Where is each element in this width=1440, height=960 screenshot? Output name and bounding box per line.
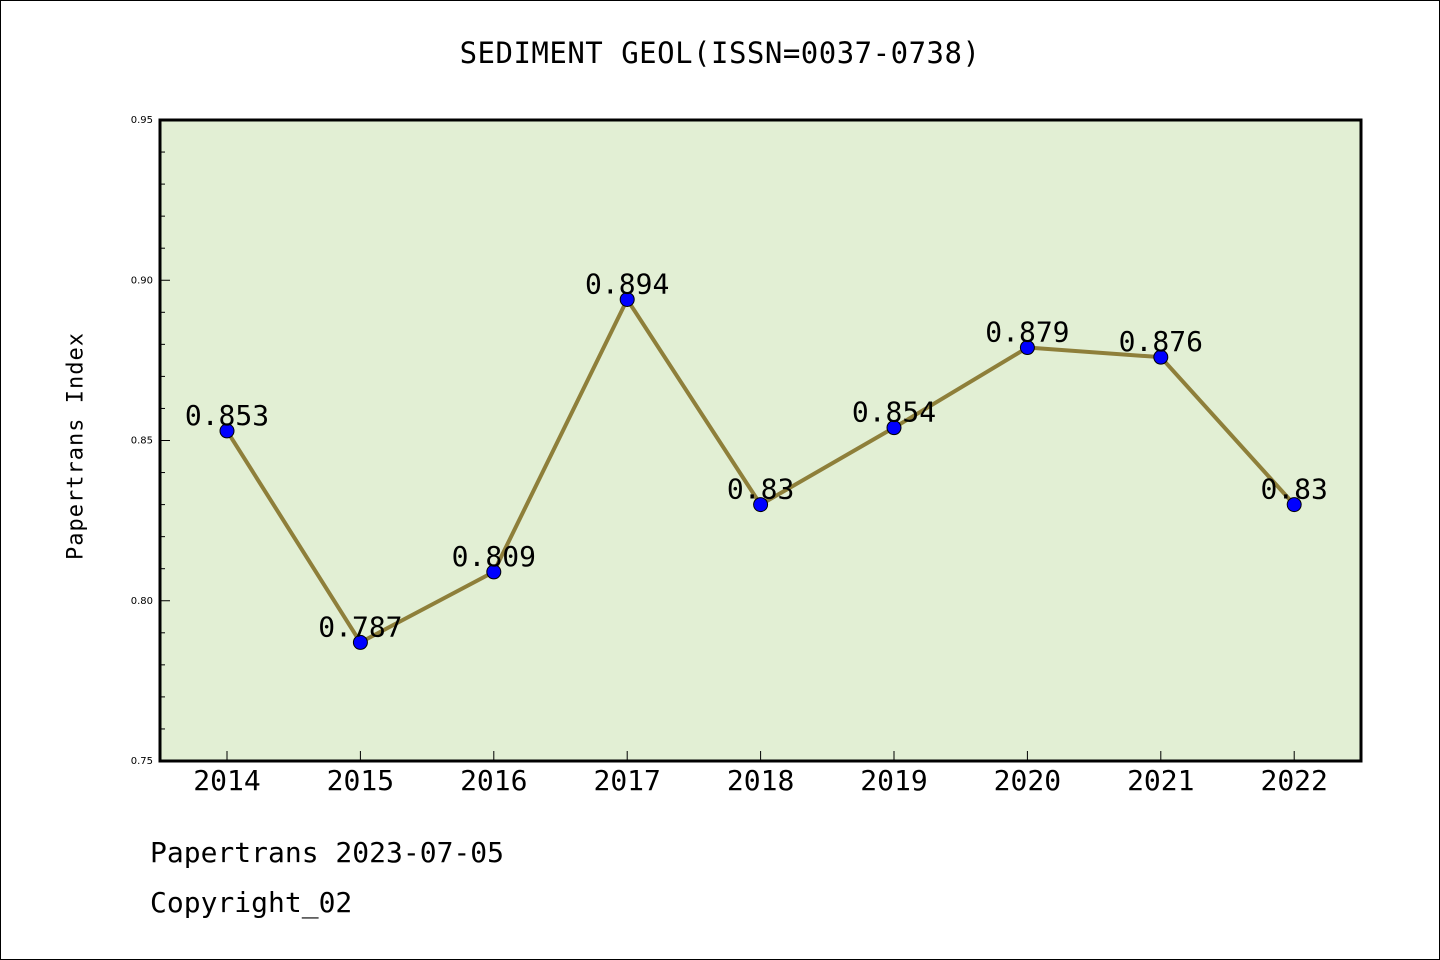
data-point [886,420,902,436]
data-label: 0.83 [727,473,794,506]
x-tick-label: 2022 [1260,764,1327,797]
x-tick-label: 2016 [460,764,527,797]
data-point [1286,497,1302,513]
footer-copyright: Copyright_02 [150,886,353,919]
y-tick-label: 0.90 [131,275,153,286]
y-tick-label: 0.75 [131,756,153,767]
chart-title: SEDIMENT GEOL(ISSN=0037-0738) [459,36,981,70]
data-label: 0.787 [318,610,402,643]
data-point [1153,349,1169,365]
y-tick-label: 0.95 [131,115,153,126]
x-tick-label: 2018 [727,764,794,797]
x-tick-label: 2021 [1127,764,1194,797]
data-label: 0.83 [1260,473,1327,506]
y-tick-label: 0.80 [131,596,153,607]
data-point [219,423,235,439]
x-tick-label: 2014 [193,764,260,797]
data-label: 0.879 [985,316,1069,349]
x-tick-label: 2017 [593,764,660,797]
data-label: 0.854 [852,396,936,429]
data-label: 0.876 [1119,325,1203,358]
data-point [352,634,368,650]
data-label: 0.809 [452,540,536,573]
x-tick-label: 2020 [994,764,1061,797]
data-point [1019,340,1035,356]
data-point [486,564,502,580]
plot-area [158,118,1363,763]
data-label: 0.853 [185,399,269,432]
x-tick-label: 2015 [327,764,394,797]
data-label: 0.894 [585,267,669,300]
data-point [753,497,769,513]
x-tick-label: 2019 [860,764,927,797]
data-point [619,291,635,307]
y-tick-label: 0.85 [131,436,153,447]
footer-date: Papertrans 2023-07-05 [150,836,505,869]
